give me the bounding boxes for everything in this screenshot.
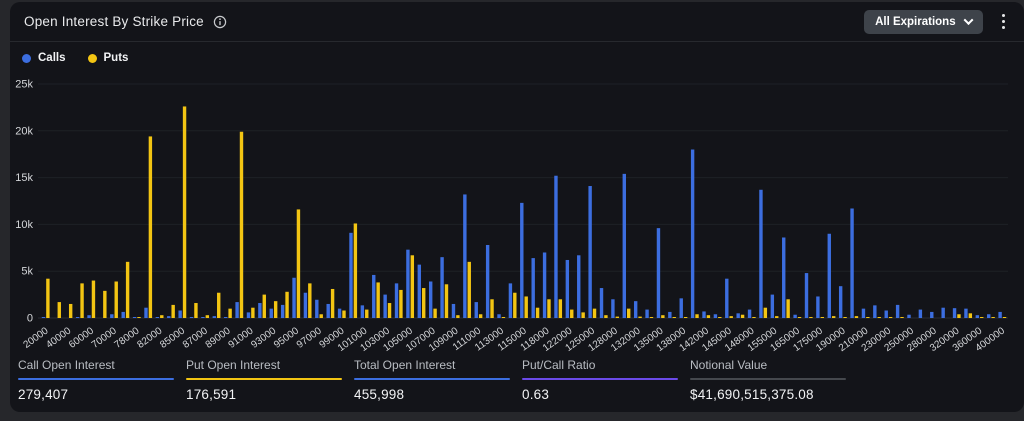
svg-text:15k: 15k [15,172,33,184]
svg-text:85000: 85000 [158,325,187,351]
stat-underline [522,378,678,380]
stat-value: $41,690,515,375.08 [690,387,814,402]
svg-text:5k: 5k [21,266,33,278]
puts-legend-dot [87,53,97,63]
svg-text:82000: 82000 [135,325,164,351]
stat-label: Put/Call Ratio [522,358,596,372]
stat-underline [354,378,510,380]
svg-text:91000: 91000 [226,325,255,351]
expirations-dropdown[interactable]: All Expirations [864,9,983,34]
svg-text:20k: 20k [15,125,33,137]
stat-value: 176,591 [186,387,237,402]
stat-call-open-interest: Call Open Interest 279,407 [18,358,174,402]
legend-item-calls[interactable]: Calls [22,52,66,64]
svg-text:25k: 25k [15,79,33,91]
chart-legend: Calls Puts [22,52,128,64]
open-interest-panel: Open Interest By Strike Price All Expira… [10,2,1024,412]
stat-value: 455,998 [354,387,405,402]
stat-put-open-interest: Put Open Interest 176,591 [186,358,342,402]
svg-text:70000: 70000 [90,325,119,351]
stat-underline [186,378,342,380]
stat-value: 279,407 [18,387,69,402]
svg-text:10k: 10k [15,219,33,231]
svg-text:78000: 78000 [113,325,142,351]
stat-label: Total Open Interest [354,358,456,372]
stat-put-call-ratio: Put/Call Ratio 0.63 [522,358,678,402]
stat-label: Put Open Interest [186,358,281,372]
svg-text:40000: 40000 [44,325,73,351]
page-title: Open Interest By Strike Price [24,14,204,29]
stat-value: 0.63 [522,387,550,402]
svg-text:95000: 95000 [272,325,301,351]
open-interest-bar-chart[interactable]: 0 5k 10k 15k 20k 25k 2000040000600007000078000… [10,64,1016,364]
stat-notional-value: Notional Value $41,690,515,375.08 [690,358,846,402]
svg-text:20000: 20000 [21,325,50,351]
kebab-menu-icon[interactable] [999,10,1008,33]
svg-text:0: 0 [27,313,33,325]
svg-text:87000: 87000 [181,325,210,351]
info-icon[interactable] [213,15,227,29]
calls-legend-dot [22,53,31,63]
stat-underline [690,378,846,380]
expirations-dropdown-label: All Expirations [875,15,956,28]
svg-text:97000: 97000 [295,325,324,351]
svg-text:89000: 89000 [204,325,233,351]
panel-header: Open Interest By Strike Price All Expira… [10,2,1024,42]
legend-item-puts[interactable]: Puts [87,52,129,64]
stat-label: Call Open Interest [18,358,115,372]
chevron-down-icon [963,15,974,26]
stats-row: Call Open Interest 279,407 Put Open Inte… [18,358,858,402]
stat-total-open-interest: Total Open Interest 455,998 [354,358,510,402]
svg-text:60000: 60000 [67,325,96,351]
stat-underline [18,378,174,380]
svg-text:93000: 93000 [249,325,278,351]
calls-legend-label: Calls [38,52,66,64]
puts-legend-label: Puts [103,52,129,64]
stat-label: Notional Value [690,358,768,372]
